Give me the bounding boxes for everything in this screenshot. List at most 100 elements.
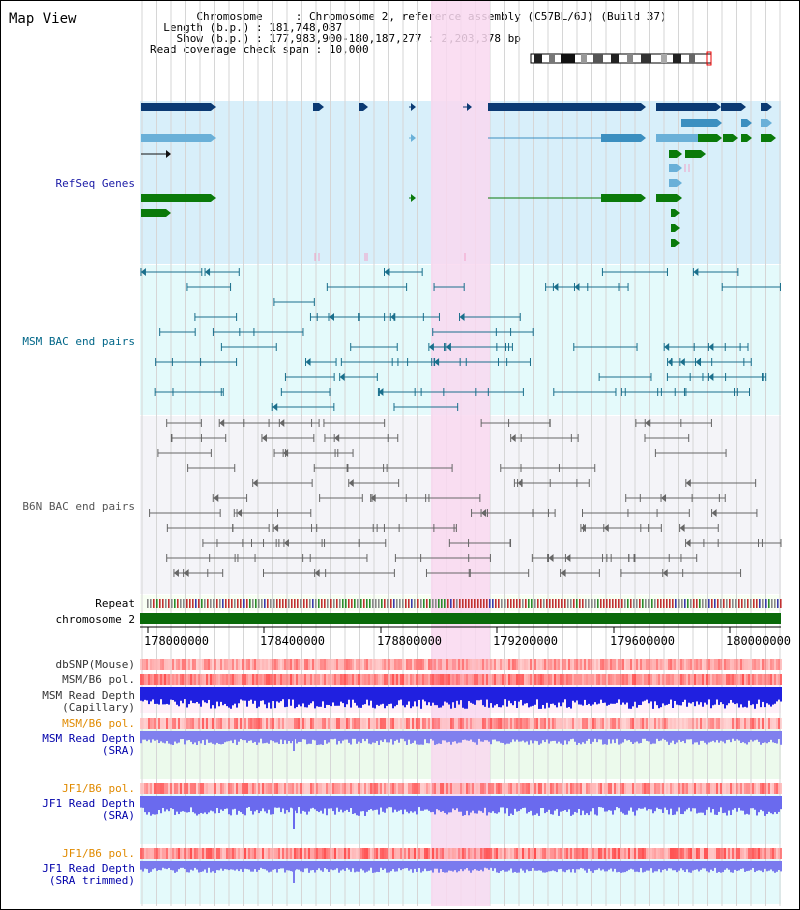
- depth-bar: [214, 796, 216, 814]
- depth-bar: [494, 861, 496, 869]
- depth-bar: [600, 861, 602, 871]
- depth-bar: [670, 687, 672, 700]
- heat-cell: [440, 659, 442, 670]
- depth-bar: [244, 731, 246, 741]
- heat-cell: [296, 674, 298, 685]
- depth-bar: [780, 796, 782, 810]
- heat-cell: [198, 718, 200, 729]
- depth-bar: [270, 687, 272, 709]
- heat-cell: [744, 659, 746, 670]
- heat-cell: [290, 848, 292, 859]
- repeat-element: [654, 599, 656, 608]
- heat-cell: [532, 783, 534, 794]
- heat-cell: [182, 848, 184, 859]
- heat-cell: [454, 718, 456, 729]
- heat-cell: [610, 674, 612, 685]
- depth-bar: [150, 731, 152, 743]
- heat-cell: [320, 848, 322, 859]
- heat-cell: [732, 659, 734, 670]
- heat-cell: [390, 783, 392, 794]
- heat-cell: [216, 659, 218, 670]
- heat-cell: [692, 674, 694, 685]
- heat-cell: [608, 848, 610, 859]
- heat-cell: [278, 718, 280, 729]
- heat-cell: [212, 718, 214, 729]
- depth-bar: [290, 731, 292, 744]
- heat-cell: [446, 718, 448, 729]
- heat-cell: [364, 848, 366, 859]
- repeat-element: [645, 599, 647, 608]
- depth-bar: [488, 796, 490, 813]
- depth-bar: [582, 861, 584, 869]
- heat-cell: [674, 783, 676, 794]
- repeat-element: [291, 599, 293, 608]
- heat-cell: [582, 718, 584, 729]
- msm-b6-pol-label: MSM/B6 pol.: [62, 673, 135, 686]
- heat-cell: [546, 783, 548, 794]
- repeat-element: [510, 599, 512, 608]
- heat-cell: [184, 783, 186, 794]
- heat-cell: [184, 674, 186, 685]
- depth-bar: [298, 687, 300, 705]
- heat-cell: [424, 718, 426, 729]
- repeat-element: [264, 599, 266, 608]
- heat-cell: [308, 718, 310, 729]
- depth-bar: [448, 861, 450, 871]
- heat-cell: [226, 659, 228, 670]
- heat-cell: [206, 718, 208, 729]
- depth-spike: [293, 731, 295, 751]
- depth-bar: [592, 796, 594, 809]
- msm-bac-end-pairs-label[interactable]: MSM BAC end pairs: [22, 335, 135, 348]
- depth-bar: [334, 731, 336, 739]
- heat-cell: [494, 659, 496, 670]
- depth-bar: [324, 861, 326, 869]
- depth-bar: [332, 731, 334, 740]
- depth-bar: [562, 796, 564, 811]
- depth-bar: [534, 861, 536, 871]
- heat-cell: [458, 783, 460, 794]
- gene-exon-block: [656, 194, 677, 202]
- depth-bar: [362, 731, 364, 739]
- repeat-element: [768, 599, 770, 608]
- heat-cell: [266, 659, 268, 670]
- heat-cell: [240, 783, 242, 794]
- heat-cell: [664, 848, 666, 859]
- heat-cell: [750, 674, 752, 685]
- depth-bar: [144, 796, 146, 813]
- heat-cell: [332, 674, 334, 685]
- heat-cell: [442, 659, 444, 670]
- heat-cell: [166, 659, 168, 670]
- gene-exon-block: [741, 119, 747, 127]
- depth-bar: [700, 796, 702, 813]
- depth-bar: [312, 731, 314, 740]
- heat-cell: [714, 783, 716, 794]
- heat-cell: [152, 783, 154, 794]
- depth-bar: [282, 796, 284, 809]
- depth-bar: [562, 861, 564, 872]
- depth-bar: [524, 796, 526, 808]
- depth-bar: [456, 796, 458, 809]
- heat-cell: [608, 718, 610, 729]
- heat-cell: [432, 659, 434, 670]
- repeat-element: [357, 599, 359, 608]
- heat-cell: [488, 718, 490, 729]
- depth-bar: [638, 687, 640, 705]
- depth-bar: [654, 861, 656, 872]
- depth-bar: [600, 687, 602, 700]
- refseq-genes-label[interactable]: RefSeq Genes: [55, 177, 135, 190]
- heat-cell: [648, 783, 650, 794]
- depth-bar: [368, 861, 370, 871]
- depth-bar: [774, 796, 776, 813]
- heat-cell: [560, 783, 562, 794]
- depth-bar: [288, 861, 290, 871]
- heat-cell: [654, 659, 656, 670]
- depth-bar: [666, 861, 668, 871]
- depth-bar: [506, 796, 508, 809]
- ideogram-position-marker: [706, 51, 712, 66]
- heat-cell: [582, 848, 584, 859]
- heat-cell: [708, 659, 710, 670]
- depth-bar: [564, 796, 566, 811]
- b6n-bac-end-pairs-label[interactable]: B6N BAC end pairs: [22, 500, 135, 513]
- depth-bar: [486, 796, 488, 816]
- depth-bar: [348, 796, 350, 812]
